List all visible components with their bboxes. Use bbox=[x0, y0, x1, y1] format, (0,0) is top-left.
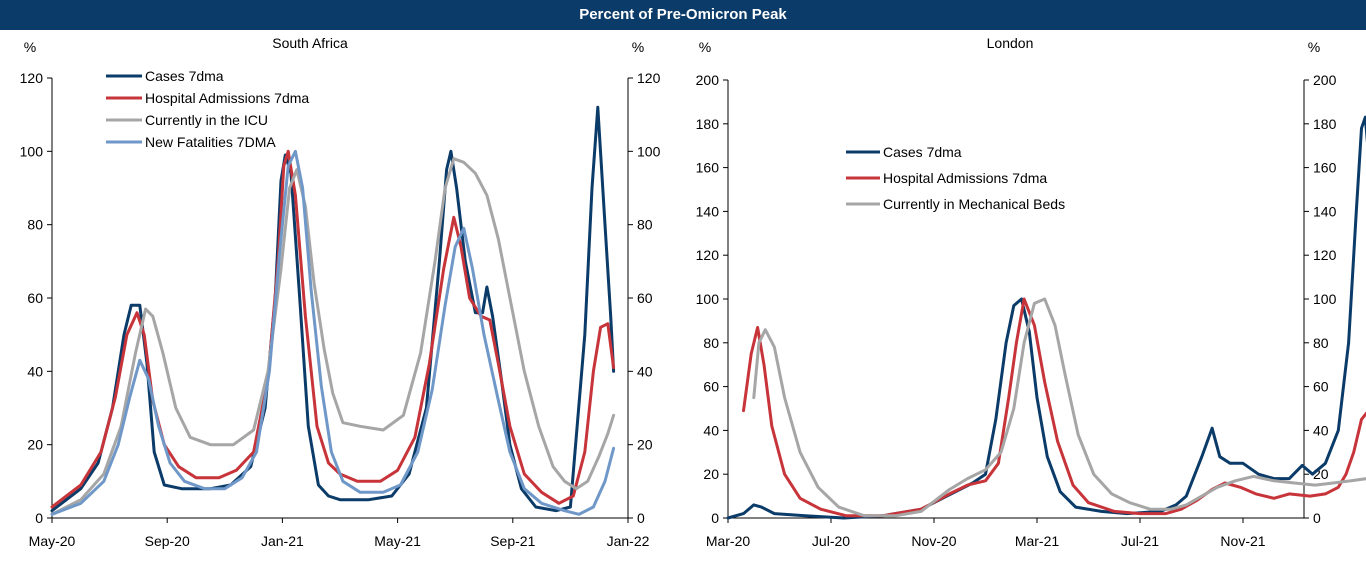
chart2-y-tick-label-right: 0 bbox=[1313, 510, 1321, 526]
chart2-x-tick-label: Jul-20 bbox=[812, 533, 850, 549]
chart1-x-tick-label: May-21 bbox=[374, 533, 421, 549]
chart1-legend-label-2: Hospital Admissions 7dma bbox=[145, 90, 309, 106]
chart1-y-tick-label-left: 60 bbox=[27, 290, 43, 306]
chart1-legend-label-1: Cases 7dma bbox=[145, 68, 224, 84]
chart1-y-tick-label-left: 20 bbox=[27, 437, 43, 453]
chart1-y-tick-label-right: 100 bbox=[637, 143, 661, 159]
chart2-legend-label-3: Currently in Mechanical Beds bbox=[883, 196, 1065, 212]
chart2-y-tick-label-left: 40 bbox=[703, 422, 719, 438]
chart2-y-tick-label-right: 100 bbox=[1313, 291, 1337, 307]
chart1-series-line-1 bbox=[50, 105, 616, 513]
chart2-y-tick-label-left: 120 bbox=[696, 247, 720, 263]
chart1-right-unit: % bbox=[632, 39, 644, 55]
chart2-y-tick-label-right: 180 bbox=[1313, 116, 1337, 132]
chart2-y-tick-label-right: 140 bbox=[1313, 203, 1337, 219]
chart1-y-tick-label-right: 120 bbox=[637, 70, 661, 86]
chart2-y-tick-label-left: 100 bbox=[696, 291, 720, 307]
chart2-left-unit: % bbox=[699, 39, 711, 55]
chart2-y-tick-label-left: 60 bbox=[703, 379, 719, 395]
chart2-series-line-3 bbox=[752, 297, 1366, 518]
chart2-x-tick-label: Nov-20 bbox=[911, 533, 956, 549]
chart1-legend-label-4: New Fatalities 7DMA bbox=[145, 134, 276, 150]
chart1-x-tick-label: Jan-22 bbox=[607, 533, 650, 549]
chart2-x-tick-label: Jul-21 bbox=[1121, 533, 1159, 549]
chart1-y-tick-label-right: 60 bbox=[637, 290, 653, 306]
chart2-y-tick-label-right: 200 bbox=[1313, 72, 1337, 88]
chart2-y-tick-label-left: 140 bbox=[696, 203, 720, 219]
chart1-y-tick-label-left: 80 bbox=[27, 217, 43, 233]
chart1-y-tick-label-left: 40 bbox=[27, 363, 43, 379]
chart2-y-tick-label-left: 160 bbox=[696, 160, 720, 176]
chart1-x-tick-label: Sep-20 bbox=[145, 533, 190, 549]
chart2-x-tick-label: Nov-21 bbox=[1220, 533, 1265, 549]
chart1-x-tick-label: Sep-21 bbox=[490, 533, 535, 549]
chart2-legend-label-2: Hospital Admissions 7dma bbox=[883, 170, 1047, 186]
chart1-series-line-3 bbox=[50, 157, 616, 516]
chart2-y-tick-label-right: 160 bbox=[1313, 160, 1337, 176]
chart2-title: London bbox=[987, 35, 1034, 51]
chart2-x-tick-label: Mar-20 bbox=[706, 533, 751, 549]
chart2-y-tick-label-right: 40 bbox=[1313, 422, 1329, 438]
chart1-series-line-4 bbox=[50, 149, 616, 516]
chart2-legend-label-1: Cases 7dma bbox=[883, 144, 962, 160]
chart-banner-title: Percent of Pre-Omicron Peak bbox=[0, 0, 1366, 30]
chart1-y-tick-label-left: 120 bbox=[20, 70, 44, 86]
chart1-x-tick-label: May-20 bbox=[29, 533, 76, 549]
chart1-x-tick-label: Jan-21 bbox=[261, 533, 304, 549]
chart1-y-tick-label-right: 80 bbox=[637, 217, 653, 233]
chart2-y-tick-label-left: 0 bbox=[711, 510, 719, 526]
chart2-y-tick-label-right: 60 bbox=[1313, 379, 1329, 395]
chart2-y-tick-label-left: 180 bbox=[696, 116, 720, 132]
chart2-x-tick-label: Mar-21 bbox=[1015, 533, 1060, 549]
chart1-y-tick-label-right: 20 bbox=[637, 437, 653, 453]
chart2-y-tick-label-left: 20 bbox=[703, 466, 719, 482]
chart2-right-unit: % bbox=[1308, 39, 1320, 55]
chart2-series-line-2 bbox=[742, 297, 1366, 518]
chart2-y-tick-label-right: 80 bbox=[1313, 335, 1329, 351]
chart1-legend-label-3: Currently in the ICU bbox=[145, 112, 268, 128]
chart2-y-tick-label-left: 80 bbox=[703, 335, 719, 351]
chart1-y-tick-label-left: 100 bbox=[20, 143, 44, 159]
chart1-y-tick-label-right: 40 bbox=[637, 363, 653, 379]
chart1-y-tick-label-right: 0 bbox=[637, 510, 645, 526]
chart2-y-tick-label-left: 200 bbox=[696, 72, 720, 88]
chart1-y-tick-label-left: 0 bbox=[35, 510, 43, 526]
chart2-y-tick-label-right: 120 bbox=[1313, 247, 1337, 263]
chart1-title: South Africa bbox=[272, 35, 348, 51]
chart1-left-unit: % bbox=[24, 39, 36, 55]
